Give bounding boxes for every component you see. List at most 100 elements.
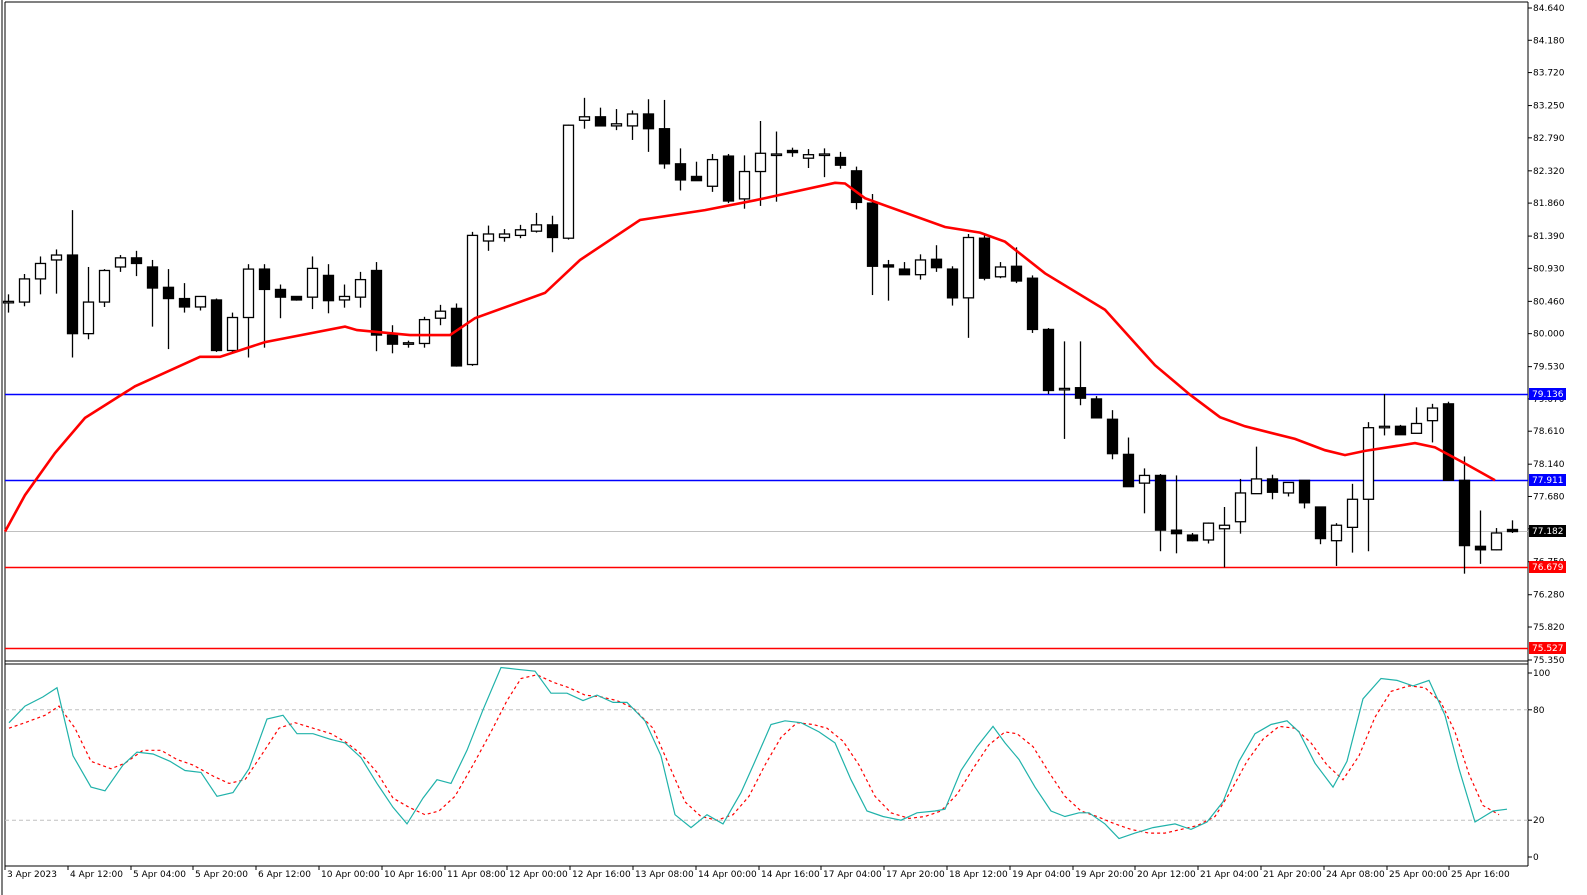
candle [674, 163, 687, 181]
candle [1106, 418, 1119, 455]
time-tick-label: 12 Apr 16:00 [572, 870, 631, 880]
time-tick-label: 17 Apr 04:00 [823, 870, 882, 880]
candlesticks [2, 97, 1519, 574]
price-tick-label: 81.390 [1533, 232, 1565, 242]
candle [210, 299, 223, 352]
moving-average-line [3, 181, 1496, 533]
candle [690, 175, 703, 182]
candle [66, 254, 79, 335]
price-tick-label: 80.460 [1533, 297, 1565, 307]
candle [178, 297, 191, 308]
stoch-tick-label: 0 [1533, 853, 1539, 863]
candle [626, 113, 639, 127]
candle [1442, 403, 1455, 481]
candle [1218, 524, 1231, 530]
time-tick-label: 25 Apr 16:00 [1451, 870, 1510, 880]
time-tick-label: 11 Apr 08:00 [447, 870, 506, 880]
time-tick-label: 13 Apr 08:00 [635, 870, 694, 880]
candle [306, 267, 319, 298]
candle [450, 307, 463, 367]
time-axis: 3 Apr 2023 4 Apr 12:00 5 Apr 04:00 5 Apr 20… [4, 866, 1510, 880]
time-tick-label: 14 Apr 16:00 [761, 870, 820, 880]
price-tick-label: 80.000 [1533, 330, 1565, 340]
candle [162, 286, 175, 300]
candle [322, 274, 335, 302]
candle [418, 318, 431, 345]
candle [290, 295, 303, 301]
candle [1330, 524, 1343, 542]
price-tick-label: 75.350 [1533, 656, 1565, 666]
candle [1506, 528, 1519, 533]
candle [546, 224, 559, 239]
price-tick-label: 83.250 [1533, 102, 1565, 112]
time-tick-label: 24 Apr 08:00 [1326, 870, 1385, 880]
price-tick-label: 82.320 [1533, 167, 1565, 177]
candle [18, 278, 31, 303]
candle [1170, 529, 1183, 535]
stoch-tick-label: 100 [1533, 669, 1550, 679]
candle [82, 301, 95, 335]
time-tick-label: 6 Apr 12:00 [258, 870, 311, 880]
stochastic-pane[interactable]: 100 80 20 0 [5, 666, 1550, 864]
time-tick-label: 14 Apr 00:00 [698, 870, 757, 880]
price-tick-label: 75.820 [1533, 623, 1565, 633]
svg-text:79.136: 79.136 [1532, 390, 1564, 400]
candle [1266, 478, 1279, 493]
candle [818, 153, 831, 157]
candle [530, 224, 543, 232]
price-tick-label: 84.180 [1533, 36, 1565, 46]
price-tick-label: 79.530 [1533, 363, 1565, 373]
candle [1042, 328, 1055, 392]
candle [1490, 532, 1503, 551]
price-label-badge: 75.527 [1529, 642, 1566, 654]
candle [34, 262, 47, 280]
candle [1122, 453, 1135, 488]
time-tick-label: 4 Apr 12:00 [70, 870, 123, 880]
candle [962, 236, 975, 299]
candle [98, 269, 111, 303]
candle [578, 116, 591, 121]
price-label-badge: 77.182 [1529, 525, 1566, 537]
candle [1474, 545, 1487, 551]
price-tick-label: 84.640 [1533, 4, 1565, 14]
time-tick-label: 10 Apr 16:00 [384, 870, 443, 880]
candle [914, 259, 927, 276]
candle [194, 295, 207, 308]
stoch-tick-label: 80 [1533, 706, 1545, 716]
candle [1058, 387, 1071, 391]
candle [1026, 277, 1039, 331]
time-tick-label: 12 Apr 00:00 [509, 870, 568, 880]
candle [1298, 479, 1311, 504]
time-tick-label: 17 Apr 20:00 [886, 870, 945, 880]
svg-text:77.182: 77.182 [1532, 527, 1564, 537]
price-tick-label: 80.930 [1533, 264, 1565, 274]
price-tick-label: 82.790 [1533, 134, 1565, 144]
candle [722, 155, 735, 202]
candle [738, 170, 751, 200]
time-tick-label: 21 Apr 04:00 [1200, 870, 1259, 880]
stoch-main-line [8, 666, 1508, 840]
candle [114, 257, 127, 268]
candle [434, 310, 447, 319]
time-tick-label: 5 Apr 20:00 [195, 870, 248, 880]
candle [258, 268, 271, 291]
candle [498, 233, 511, 239]
candle [1458, 479, 1471, 547]
candle [946, 268, 959, 299]
candle [850, 170, 863, 204]
candle [370, 269, 383, 336]
candle [146, 266, 159, 289]
price-tick-label: 78.610 [1533, 427, 1565, 437]
candle [882, 264, 895, 268]
price-tick-label: 78.140 [1533, 460, 1565, 470]
candle [1234, 492, 1247, 523]
candle [562, 124, 575, 239]
candle [354, 278, 367, 298]
price-tick-label: 76.280 [1533, 591, 1565, 601]
price-label-badge: 79.136 [1529, 388, 1566, 400]
candle [978, 237, 991, 279]
candle [1010, 265, 1023, 282]
stoch-signal-line [8, 674, 1500, 834]
